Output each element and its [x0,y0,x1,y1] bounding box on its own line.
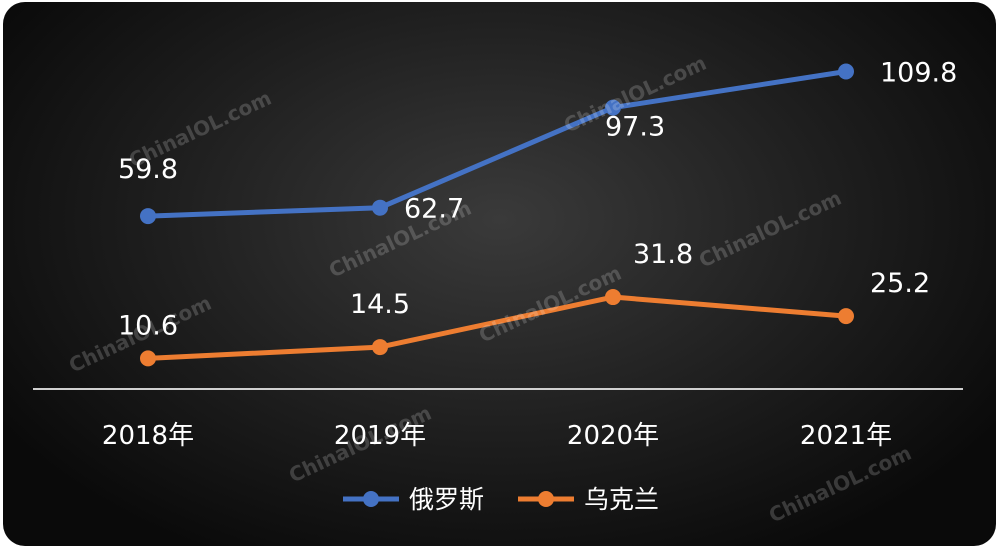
data-point [605,99,621,116]
data-point [605,289,621,306]
x-tick-label: 2020年 [567,421,659,451]
data-label: 10.6 [118,310,178,341]
series-line-2 [145,294,849,361]
data-point [372,199,388,216]
legend-label: 俄罗斯 [409,485,484,514]
x-tick-label: 2018年 [102,421,194,451]
data-label: 31.8 [633,239,693,270]
data-point [140,350,156,367]
data-label: 62.7 [404,194,464,225]
data-point [140,208,156,225]
legend-swatch-marker [363,491,379,507]
data-label: 97.3 [605,112,665,143]
data-label: 59.8 [118,154,178,185]
data-point [838,308,854,325]
x-tick-label: 2021年 [800,421,892,451]
x-tick-label: 2019年 [334,421,426,451]
data-point [838,63,854,80]
data-label: 14.5 [350,289,410,320]
legend-label: 乌克兰 [584,485,659,514]
data-label: 109.8 [880,57,957,88]
series-line-1 [145,68,849,219]
legend-swatch-marker [538,491,554,507]
data-point [372,339,388,356]
chart-panel: 2018年 2019年 2020年 2021年 59.8 62.7 97.3 109.8 10.… [3,2,996,546]
data-label: 25.2 [870,268,930,299]
line-chart: 2018年 2019年 2020年 2021年 59.8 62.7 97.3 109.8 10.… [33,57,963,514]
